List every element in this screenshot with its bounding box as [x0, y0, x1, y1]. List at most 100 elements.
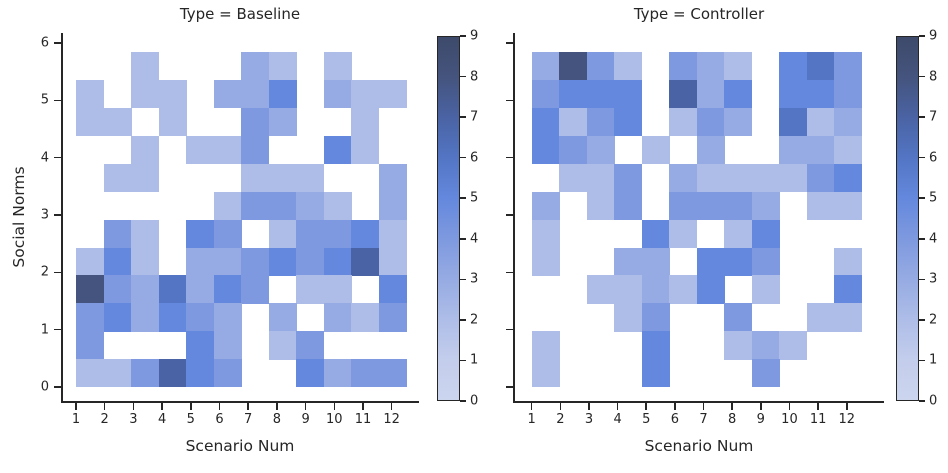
colorbar-tick	[919, 35, 925, 37]
facet-title-controller: Type = Controller	[633, 5, 765, 23]
y-tick	[54, 271, 61, 274]
x-tick-label: 5	[186, 412, 195, 427]
x-tick	[731, 403, 733, 410]
heatmap-cell	[696, 52, 725, 81]
heatmap-cell	[76, 80, 104, 109]
heatmap-cell	[806, 108, 835, 137]
heatmap-cell	[751, 275, 780, 304]
heatmap-cell	[669, 52, 698, 81]
heatmap-cell	[378, 247, 407, 276]
heatmap-cell	[779, 135, 808, 165]
heatmap-cell	[779, 163, 808, 193]
heatmap-cell	[131, 303, 159, 332]
heatmap-cell	[268, 331, 297, 360]
x-tick	[530, 403, 533, 410]
heatmap-cell	[586, 163, 615, 193]
y-tick-label: 4	[40, 150, 49, 166]
heatmap-cell	[696, 108, 725, 137]
heatmap-cell	[323, 80, 352, 109]
y-tick	[506, 42, 513, 44]
heatmap-cell	[724, 303, 753, 332]
x-tick-label: 10	[326, 412, 343, 427]
heatmap-cell	[696, 275, 725, 304]
heatmap-cell	[158, 80, 187, 109]
heatmap-cell	[806, 303, 835, 332]
heatmap-cell	[76, 331, 104, 360]
heatmap-cell	[351, 135, 379, 165]
heatmap-cell	[351, 247, 379, 276]
heatmap-cell	[213, 275, 242, 304]
colorbar-tick-label: 9	[929, 28, 938, 44]
heatmap-cell	[351, 359, 379, 388]
heatmap-cell	[351, 80, 379, 109]
heatmap-cell	[531, 219, 560, 248]
y-tick	[54, 42, 61, 44]
colorbar-tick	[919, 197, 925, 200]
heatmap-cell	[834, 108, 863, 137]
x-tick	[616, 403, 619, 410]
colorbar-tick-label: 0	[470, 393, 479, 409]
heatmap-cell	[751, 219, 780, 248]
heatmap-cell	[834, 191, 863, 221]
y-tick	[54, 214, 61, 216]
colorbar-tick	[919, 359, 925, 362]
x-tick-label: 2	[556, 412, 565, 427]
heatmap-cell	[834, 52, 863, 81]
heatmap-cell	[614, 247, 643, 276]
x-tick-label: 1	[527, 412, 536, 427]
heatmap-cell	[323, 247, 352, 276]
x-tick	[333, 403, 336, 410]
heatmap-cell	[751, 191, 780, 221]
heatmap-cell	[323, 219, 352, 248]
x-axis-spine	[61, 401, 419, 403]
x-tick-label: 3	[584, 412, 594, 427]
heatmap-cell	[213, 359, 242, 388]
x-tick-label: 8	[272, 412, 282, 427]
heatmap-cell	[834, 163, 863, 193]
heatmap-cell	[641, 303, 670, 332]
x-tick	[218, 403, 221, 410]
heatmap-cell	[158, 275, 187, 304]
heatmap-cell	[76, 359, 104, 388]
heatmap-cell	[103, 303, 132, 332]
heatmap-cell	[76, 108, 104, 137]
heatmap-cell	[186, 331, 214, 360]
colorbar-tick-label: 8	[470, 69, 479, 85]
x-tick	[304, 403, 307, 410]
heatmap-cell	[641, 135, 670, 165]
x-tick-label: 7	[699, 412, 708, 427]
heatmap-cell	[724, 80, 753, 109]
y-tick	[54, 328, 61, 331]
heatmap-cell	[531, 331, 560, 360]
colorbar-tick	[919, 278, 925, 281]
heatmap-cell	[641, 247, 670, 276]
x-tick	[817, 403, 819, 410]
heatmap-cell	[614, 80, 643, 109]
heatmap-cell	[131, 219, 159, 248]
heatmap-cell	[586, 108, 615, 137]
colorbar-tick	[919, 75, 925, 78]
x-tick-label: 9	[301, 412, 310, 427]
x-tick	[276, 403, 278, 410]
x-tick-label: 4	[613, 412, 622, 427]
colorbar-tick-label: 7	[470, 109, 479, 125]
x-tick-label: 2	[100, 412, 109, 427]
heatmap-cell	[378, 359, 407, 388]
colorbar-tick	[919, 400, 925, 402]
heatmap-cell	[586, 52, 615, 81]
heatmap-cell	[241, 80, 269, 109]
y-axis-spine	[61, 33, 63, 403]
y-tick	[506, 156, 513, 159]
x-tick-label: 8	[728, 412, 737, 427]
heatmap-cell	[296, 331, 324, 360]
colorbar-tick-label: 0	[929, 393, 938, 409]
heatmap-cell	[241, 52, 269, 81]
heatmap-cell	[296, 163, 324, 193]
heatmap-cell	[531, 80, 560, 109]
x-tick	[103, 403, 106, 410]
colorbar-tick-label: 7	[929, 109, 938, 125]
colorbar-tick	[460, 35, 466, 37]
y-tick	[54, 99, 61, 102]
x-tick	[390, 403, 393, 410]
heatmap-cell	[213, 191, 242, 221]
